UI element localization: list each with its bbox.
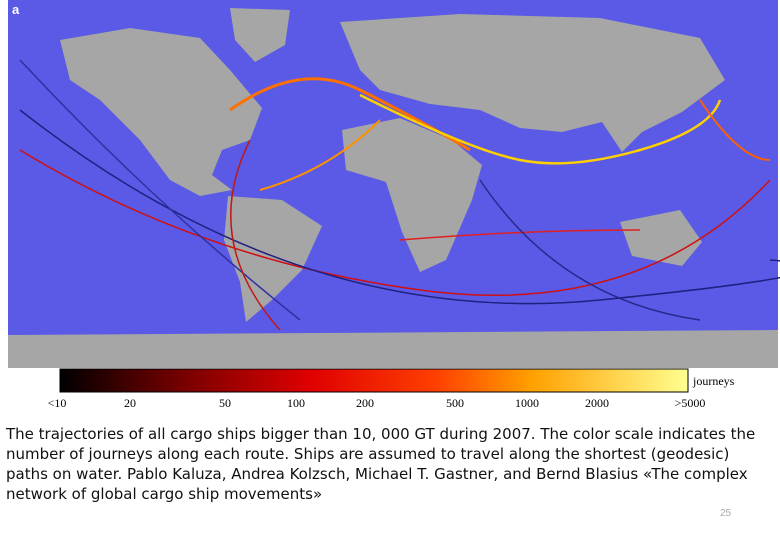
panel-label: a	[12, 2, 20, 17]
caption: The trajectories of all cargo ships bigg…	[6, 425, 756, 503]
land	[8, 8, 778, 368]
colorbar-label: 500	[446, 396, 464, 410]
routes	[19, 59, 780, 331]
slide-number: 25	[720, 508, 732, 519]
colorbar-label: 20	[124, 396, 136, 410]
colorbar-label: 100	[287, 396, 305, 410]
map-figure: a journeys <10 20 50 100 200 500 1000 2000 >5000	[8, 0, 780, 410]
colorbar-label: 2000	[585, 396, 609, 410]
colorbar-label: <10	[48, 396, 67, 410]
colorbar-title: journeys	[692, 374, 735, 388]
colorbar-label: 50	[219, 396, 231, 410]
colorbar	[59, 368, 689, 393]
colorbar-labels: <10 20 50 100 200 500 1000 2000 >5000	[48, 396, 706, 410]
colorbar-label: 200	[356, 396, 374, 410]
colorbar-label: 1000	[515, 396, 539, 410]
colorbar-label: >5000	[675, 396, 706, 410]
